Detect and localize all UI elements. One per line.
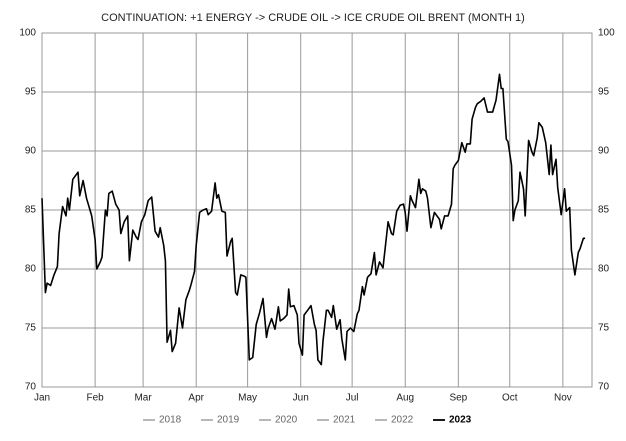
x-tick-label: Jan [34, 393, 50, 404]
y2-tick-label: 95 [598, 87, 610, 98]
x-tick-label: Nov [554, 393, 572, 404]
y-tick-label: 85 [25, 205, 37, 216]
x-tick-label: Sep [449, 393, 467, 404]
legend-label[interactable]: 2018 [159, 415, 182, 426]
legend-label[interactable]: 2020 [275, 415, 298, 426]
x-tick-label: Mar [134, 393, 152, 404]
x-tick-label: Aug [396, 393, 414, 404]
series-line [41, 73, 586, 366]
x-tick-label: Oct [502, 393, 518, 404]
x-tick-label: Apr [188, 393, 204, 404]
legend-label[interactable]: 2019 [217, 415, 240, 426]
legend-label[interactable]: 2022 [391, 415, 414, 426]
legend-label[interactable]: 2021 [333, 415, 356, 426]
y2-tick-label: 80 [598, 264, 610, 275]
y-tick-label: 70 [25, 382, 37, 393]
y-tick-label: 90 [25, 146, 37, 157]
y2-tick-label: 75 [598, 323, 610, 334]
y2-tick-label: 90 [598, 146, 610, 157]
y-tick-label: 80 [25, 264, 37, 275]
x-tick-label: Jun [293, 393, 309, 404]
y2-tick-label: 70 [598, 382, 610, 393]
y-tick-label: 75 [25, 323, 37, 334]
y2-tick-label: 85 [598, 205, 610, 216]
y-tick-label: 95 [25, 87, 37, 98]
x-tick-label: Jul [346, 393, 359, 404]
x-tick-label: May [238, 393, 257, 404]
x-tick-label: Feb [86, 393, 104, 404]
legend-label[interactable]: 2023 [449, 415, 472, 426]
chart-title: CONTINUATION: +1 ENERGY -> CRUDE OIL -> … [101, 12, 525, 24]
y2-tick-label: 100 [598, 28, 615, 39]
y-tick-label: 100 [19, 28, 36, 39]
